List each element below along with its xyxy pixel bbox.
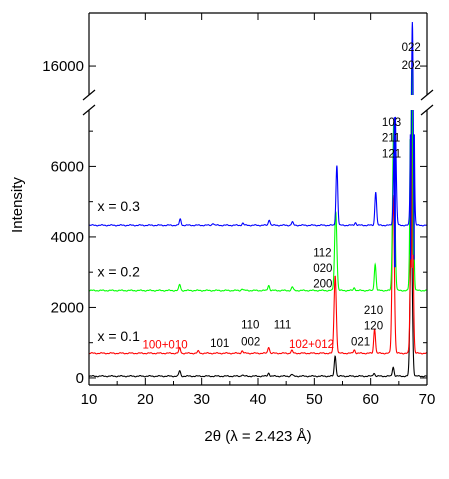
- peak-index-label: 101: [210, 338, 229, 350]
- series-line-3-upper: [411, 22, 414, 95]
- series-layer: [89, 22, 427, 378]
- series-line-2-upper: [410, 67, 413, 95]
- axis-break-mark: [82, 89, 96, 101]
- x-tick-label: 40: [250, 391, 267, 408]
- peak-index-label: 211: [382, 133, 400, 145]
- x-tick-label: 30: [193, 391, 210, 408]
- axis-break-mark: [420, 104, 434, 116]
- peak-index-label: 110: [241, 320, 259, 332]
- peak-index-label: 021: [351, 337, 370, 349]
- series-label: x = 0.1: [97, 328, 140, 344]
- peak-index-label: 022: [402, 42, 421, 54]
- y-tick-label: 16000: [42, 58, 84, 75]
- series-label: x = 0.3: [97, 198, 140, 214]
- peak-index-label: 121: [382, 149, 401, 161]
- y-tick-label: 6000: [51, 158, 84, 175]
- peak-index-label: 020: [313, 263, 332, 275]
- y-tick-label: 0: [76, 370, 84, 387]
- series-label: x = 0.2: [97, 263, 140, 279]
- annotations: 100+010 101 110 002 111 102+012 021 210 120 112 02…: [97, 42, 420, 352]
- peak-index-label: 120: [364, 320, 383, 332]
- series-line-3: [89, 110, 427, 268]
- x-tick-label: 20: [137, 391, 154, 408]
- y-tick-label: 4000: [51, 229, 84, 246]
- ticks: 10 20 30 40 50 60 70 0 2000 4000 6000 16000: [42, 13, 435, 408]
- x-tick-label: 50: [306, 391, 323, 408]
- series-line-1-upper: [89, 118, 427, 354]
- peak-index-label: 100+010: [143, 340, 188, 352]
- peak-index-label: 103: [382, 117, 401, 129]
- y-axis-label: Intensity: [9, 177, 26, 233]
- series-line-0-upper: [89, 229, 427, 377]
- peak-index-label: 102+012: [289, 339, 334, 351]
- peak-index-label: 111: [274, 320, 291, 332]
- x-tick-label: 10: [81, 391, 98, 408]
- series-line-0: [89, 228, 427, 378]
- x-tick-label: 70: [419, 391, 436, 408]
- peak-index-label: 202: [402, 60, 421, 72]
- peak-index-label: 002: [241, 337, 260, 349]
- y-tick-label: 2000: [51, 299, 84, 316]
- axis-break-mark: [82, 104, 96, 116]
- x-tick-label: 60: [362, 391, 379, 408]
- axis-break-mark: [420, 89, 434, 101]
- series-line-2: [89, 110, 427, 292]
- peak-index-label: 210: [364, 305, 383, 317]
- peak-index-label: 112: [313, 247, 331, 259]
- x-axis-label: 2θ (λ = 2.423 Å): [204, 428, 311, 445]
- peak-index-label: 200: [313, 279, 332, 291]
- series-line-1: [89, 117, 427, 355]
